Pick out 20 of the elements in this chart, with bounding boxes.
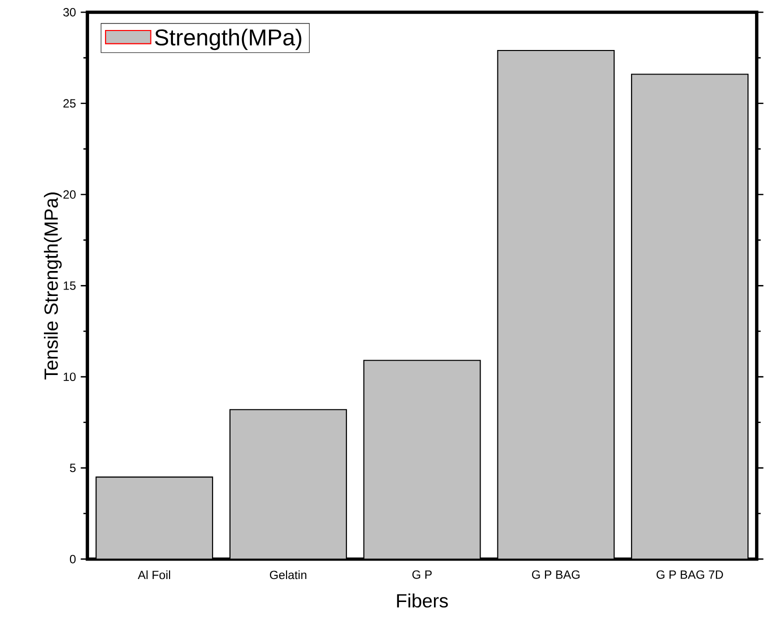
x-tick-label: Gelatin: [270, 570, 306, 580]
x-tick-label: G P: [412, 570, 432, 580]
y-tick-label: 30: [63, 8, 76, 17]
y-axis-title: Tensile Strength(MPa): [44, 192, 62, 380]
legend-label: Strength(MPa): [154, 28, 302, 50]
y-tick-label: 25: [63, 99, 76, 108]
bar: [498, 50, 614, 560]
y-tick-label: 20: [63, 190, 76, 199]
x-tick-label: Al Foil: [138, 570, 170, 580]
x-tick-label: G P BAG: [532, 570, 580, 580]
bar: [96, 477, 213, 560]
x-axis-title: Fibers: [397, 594, 448, 608]
bar: [364, 360, 480, 560]
y-tick-label: 10: [64, 372, 76, 382]
bar: [631, 74, 749, 560]
y-tick-label: 15: [64, 282, 76, 290]
y-tick-label: 5: [70, 464, 76, 472]
x-tick-label: G P BAG 7D: [656, 570, 723, 580]
bar: [230, 410, 346, 560]
y-tick-label: 0: [70, 555, 76, 564]
